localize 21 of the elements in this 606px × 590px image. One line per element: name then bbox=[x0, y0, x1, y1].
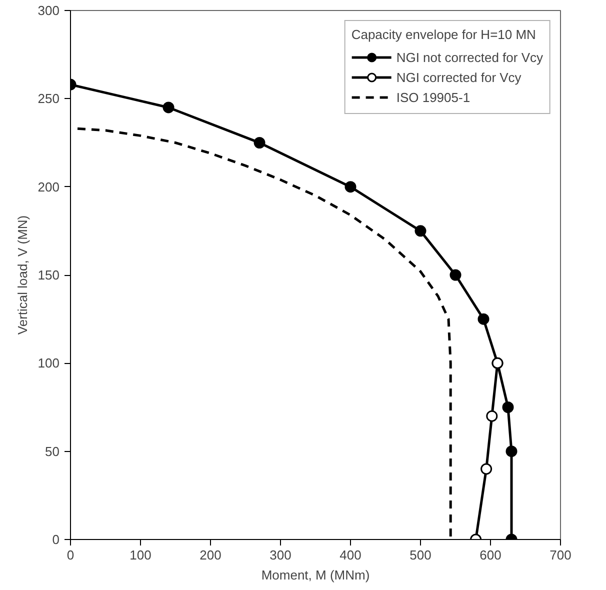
x-tick-label: 400 bbox=[340, 548, 362, 562]
x-tick-label: 300 bbox=[270, 548, 292, 562]
legend-label: ISO 19905-1 bbox=[396, 90, 470, 104]
legend-label: NGI not corrected for Vcy bbox=[396, 50, 543, 64]
x-tick-label: 200 bbox=[200, 548, 222, 562]
y-tick-label: 250 bbox=[38, 91, 60, 106]
y-tick-label: 100 bbox=[38, 356, 60, 371]
legend-title: Capacity envelope for H=10 MN bbox=[351, 27, 537, 42]
x-tick-label: 100 bbox=[130, 548, 152, 562]
y-tick-label: 50 bbox=[45, 444, 60, 459]
legend-label: NGI corrected for Vcy bbox=[396, 70, 522, 84]
x-tick-label: 500 bbox=[410, 548, 432, 562]
y-tick-label: 0 bbox=[52, 532, 60, 547]
y-axis-title: Vertical load, V (MN) bbox=[14, 215, 30, 335]
y-tick-label: 300 bbox=[38, 3, 60, 18]
y-tick-label: 150 bbox=[38, 268, 60, 282]
x-tick-label: 0 bbox=[66, 548, 74, 562]
x-tick-label: 700 bbox=[550, 548, 572, 562]
y-tick-label: 200 bbox=[38, 179, 60, 194]
x-axis-title: Moment, M (MNm) bbox=[261, 568, 370, 582]
x-tick-label: 600 bbox=[480, 548, 502, 562]
